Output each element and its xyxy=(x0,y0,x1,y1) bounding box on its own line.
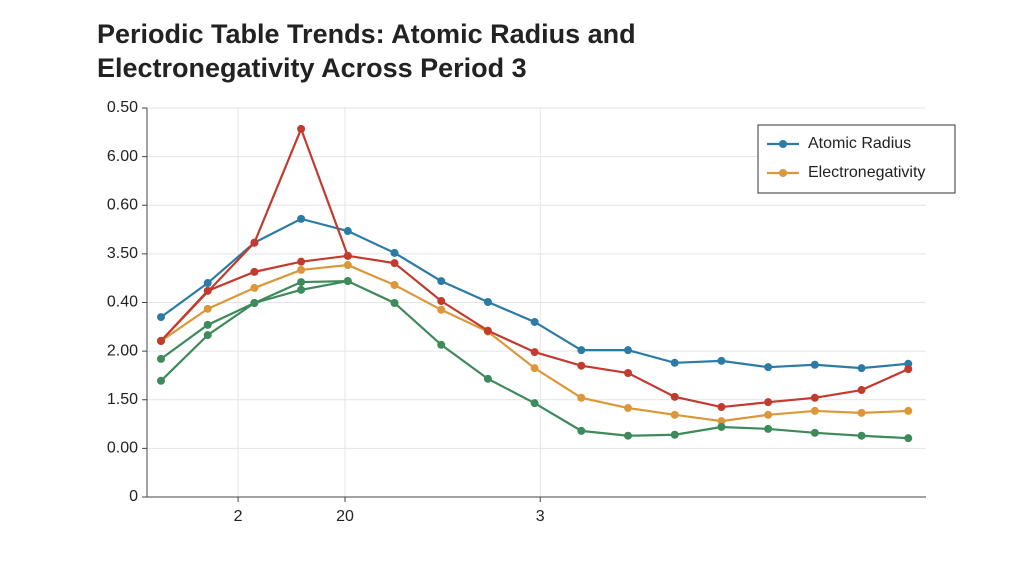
data-point xyxy=(530,364,539,373)
data-point xyxy=(483,326,492,335)
data-point xyxy=(904,365,913,374)
data-point xyxy=(203,279,212,288)
data-point xyxy=(343,277,352,286)
x-tick-label: 20 xyxy=(336,508,354,525)
y-tick-label: 0.00 xyxy=(107,440,138,457)
y-tick-label: 1.50 xyxy=(107,391,138,408)
data-point xyxy=(157,376,166,385)
data-point xyxy=(157,313,166,322)
data-point xyxy=(857,386,866,395)
y-tick-label: 0.50 xyxy=(107,99,138,116)
series-line xyxy=(160,125,349,342)
data-point xyxy=(670,430,679,439)
data-point xyxy=(483,298,492,307)
data-point xyxy=(810,360,819,369)
data-point xyxy=(717,356,726,365)
data-point xyxy=(250,238,259,247)
data-point xyxy=(297,214,306,223)
data-point xyxy=(810,406,819,415)
series-line xyxy=(160,254,909,409)
chart-title: Periodic Table Trends: Atomic Radius and xyxy=(97,19,636,49)
data-point xyxy=(530,317,539,326)
x-tick-label: 3 xyxy=(536,508,545,525)
legend-box xyxy=(757,124,956,194)
data-point xyxy=(624,404,633,413)
y-tick-label: 6.00 xyxy=(107,148,138,165)
data-point xyxy=(250,267,259,276)
y-tick-label: 2.00 xyxy=(107,342,138,359)
data-point xyxy=(157,354,166,363)
data-point xyxy=(203,304,212,313)
data-point xyxy=(857,364,866,373)
data-point xyxy=(904,434,913,443)
data-point xyxy=(577,361,586,370)
data-point xyxy=(670,392,679,401)
legend-marker xyxy=(779,140,787,148)
data-point xyxy=(810,428,819,437)
data-point xyxy=(250,298,259,307)
data-point xyxy=(437,340,446,349)
data-point xyxy=(717,403,726,412)
data-point xyxy=(577,426,586,435)
data-point xyxy=(343,227,352,236)
data-point xyxy=(530,399,539,408)
data-point xyxy=(343,251,352,260)
data-point xyxy=(390,248,399,257)
y-tick-label: 0.60 xyxy=(107,196,138,213)
data-point xyxy=(297,124,306,133)
data-point xyxy=(250,283,259,292)
y-tick-label: 0 xyxy=(129,488,138,505)
data-point xyxy=(764,398,773,407)
data-point xyxy=(297,265,306,274)
data-point xyxy=(810,393,819,402)
series-line xyxy=(160,263,909,423)
data-point xyxy=(483,374,492,383)
data-point xyxy=(297,285,306,294)
legend-label: Electronegativity xyxy=(808,164,925,181)
data-point xyxy=(203,331,212,340)
data-point xyxy=(857,408,866,417)
data-point xyxy=(390,259,399,268)
data-point xyxy=(297,278,306,287)
data-point xyxy=(343,261,352,270)
data-point xyxy=(764,410,773,419)
data-point xyxy=(670,358,679,367)
y-tick-label: 0.40 xyxy=(107,294,138,311)
data-point xyxy=(857,431,866,440)
x-tick-label: 2 xyxy=(234,508,243,525)
data-point xyxy=(203,320,212,329)
data-point xyxy=(764,424,773,433)
legend-marker xyxy=(779,169,787,177)
data-point xyxy=(437,305,446,314)
data-point xyxy=(624,346,633,355)
y-tick-label: 3.50 xyxy=(107,245,138,262)
data-point xyxy=(717,417,726,426)
data-point xyxy=(437,277,446,286)
data-point xyxy=(764,363,773,372)
data-point xyxy=(390,280,399,289)
series-line xyxy=(160,279,909,440)
data-point xyxy=(390,298,399,307)
data-point xyxy=(437,297,446,306)
data-point xyxy=(530,348,539,357)
data-point xyxy=(904,406,913,415)
chart-title: Electronegativity Across Period 3 xyxy=(97,53,527,83)
data-point xyxy=(670,410,679,419)
data-point xyxy=(624,369,633,378)
legend-label: Atomic Radius xyxy=(808,135,911,152)
data-point xyxy=(624,431,633,440)
data-point xyxy=(577,346,586,355)
data-point xyxy=(157,336,166,345)
data-point xyxy=(577,393,586,402)
data-point xyxy=(297,257,306,266)
data-point xyxy=(717,422,726,431)
